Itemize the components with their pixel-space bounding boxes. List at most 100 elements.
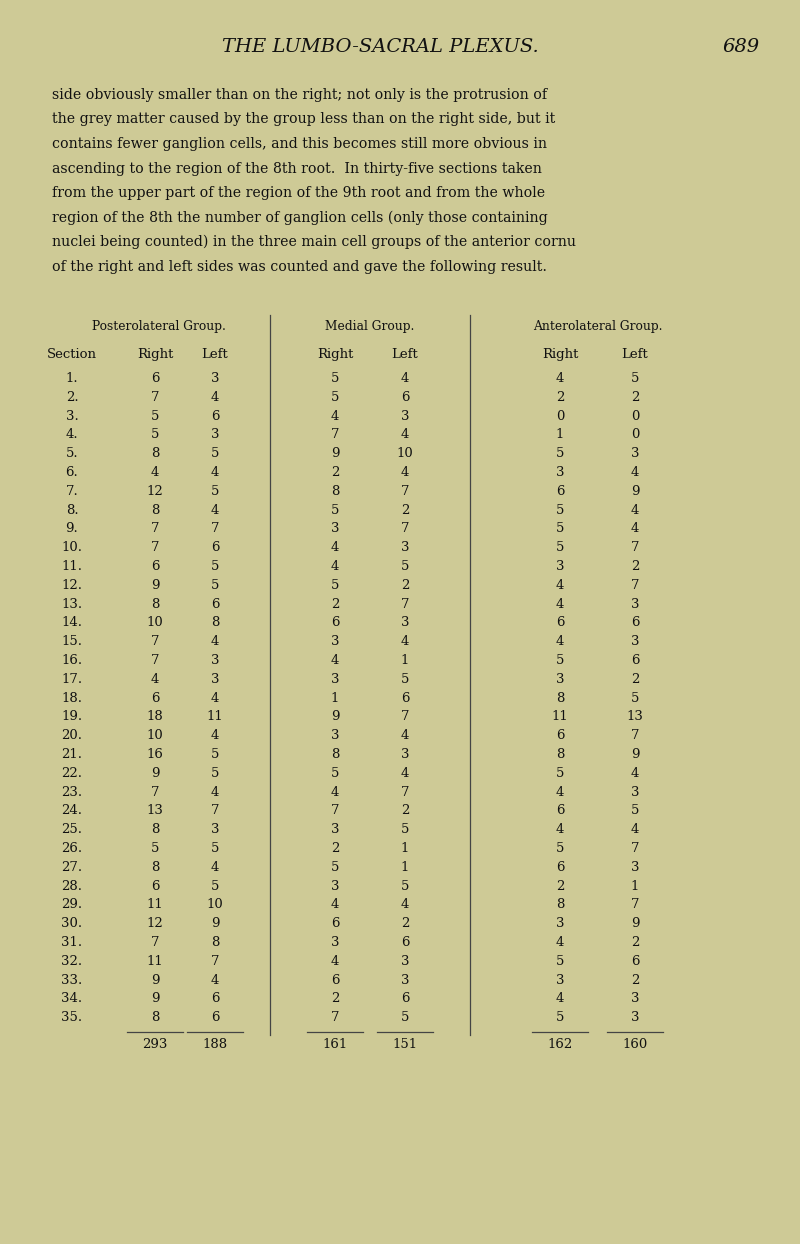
Text: 31.: 31. [62,935,82,949]
Text: 1: 1 [401,654,409,667]
Text: ascending to the region of the 8th root.  In thirty-five sections taken: ascending to the region of the 8th root.… [52,162,542,175]
Text: 689: 689 [723,39,760,56]
Text: 5: 5 [211,447,219,460]
Text: 22.: 22. [62,766,82,780]
Text: 7: 7 [401,786,410,799]
Text: 9: 9 [150,993,159,1005]
Text: 3: 3 [401,955,410,968]
Text: 8: 8 [151,447,159,460]
Text: 4: 4 [211,692,219,704]
Text: 32.: 32. [62,955,82,968]
Text: 7: 7 [401,710,410,724]
Text: 2: 2 [331,842,339,855]
Text: 14.: 14. [62,616,82,629]
Text: 4: 4 [211,504,219,516]
Text: 9: 9 [150,578,159,592]
Text: 3: 3 [210,428,219,442]
Text: 10.: 10. [62,541,82,554]
Text: 4: 4 [556,636,564,648]
Text: 5: 5 [556,447,564,460]
Text: 17.: 17. [62,673,82,685]
Text: 1.: 1. [66,372,78,384]
Text: 3: 3 [330,880,339,893]
Text: 3: 3 [330,729,339,743]
Text: 0: 0 [631,409,639,423]
Text: Anterolateral Group.: Anterolateral Group. [533,320,662,333]
Text: 3: 3 [210,673,219,685]
Text: 10: 10 [206,898,223,912]
Text: Right: Right [542,348,578,361]
Text: 6: 6 [401,692,410,704]
Text: 6: 6 [150,692,159,704]
Text: 16.: 16. [62,654,82,667]
Text: 7: 7 [630,541,639,554]
Text: 161: 161 [322,1037,348,1051]
Text: 162: 162 [547,1037,573,1051]
Text: 7: 7 [401,597,410,611]
Text: 8: 8 [331,748,339,761]
Text: 4: 4 [556,578,564,592]
Text: 6: 6 [556,861,564,873]
Text: 5: 5 [331,861,339,873]
Text: 4: 4 [331,560,339,573]
Text: 27.: 27. [62,861,82,873]
Text: 1: 1 [556,428,564,442]
Text: 6: 6 [330,917,339,931]
Text: 151: 151 [393,1037,418,1051]
Text: 4: 4 [556,935,564,949]
Text: 6: 6 [556,616,564,629]
Text: 4: 4 [401,729,409,743]
Text: 4: 4 [211,729,219,743]
Text: 26.: 26. [62,842,82,855]
Text: 8: 8 [151,824,159,836]
Text: 4: 4 [401,898,409,912]
Text: 5: 5 [211,578,219,592]
Text: 10: 10 [146,616,163,629]
Text: 29.: 29. [62,898,82,912]
Text: 7: 7 [150,391,159,404]
Text: 7: 7 [401,522,410,535]
Text: THE LUMBO-SACRAL PLEXUS.: THE LUMBO-SACRAL PLEXUS. [222,39,538,56]
Text: 5: 5 [556,654,564,667]
Text: 4: 4 [211,391,219,404]
Text: Left: Left [392,348,418,361]
Text: 20.: 20. [62,729,82,743]
Text: 4: 4 [556,786,564,799]
Text: 9: 9 [330,710,339,724]
Text: 5: 5 [556,955,564,968]
Text: 5: 5 [556,842,564,855]
Text: 4: 4 [331,786,339,799]
Text: 7: 7 [150,522,159,535]
Text: 6: 6 [401,993,410,1005]
Text: 4: 4 [331,654,339,667]
Text: 9: 9 [630,917,639,931]
Text: 1: 1 [631,880,639,893]
Text: 4: 4 [556,372,564,384]
Text: 6: 6 [556,729,564,743]
Text: 5: 5 [211,766,219,780]
Text: 24.: 24. [62,805,82,817]
Text: 5: 5 [151,428,159,442]
Text: 8: 8 [211,935,219,949]
Text: Section: Section [47,348,97,361]
Text: 4: 4 [401,466,409,479]
Text: 6: 6 [150,560,159,573]
Text: 3: 3 [401,974,410,986]
Text: 6.: 6. [66,466,78,479]
Text: 3: 3 [401,409,410,423]
Text: 4: 4 [211,786,219,799]
Text: 1: 1 [401,842,409,855]
Text: 8: 8 [556,898,564,912]
Text: 5: 5 [211,748,219,761]
Text: 2: 2 [331,993,339,1005]
Text: 6: 6 [150,880,159,893]
Text: 3: 3 [210,372,219,384]
Text: 8: 8 [211,616,219,629]
Text: 4: 4 [556,993,564,1005]
Text: 4: 4 [151,673,159,685]
Text: 4: 4 [151,466,159,479]
Text: 4: 4 [401,372,409,384]
Text: 3: 3 [556,917,564,931]
Text: 4: 4 [631,504,639,516]
Text: 9: 9 [150,766,159,780]
